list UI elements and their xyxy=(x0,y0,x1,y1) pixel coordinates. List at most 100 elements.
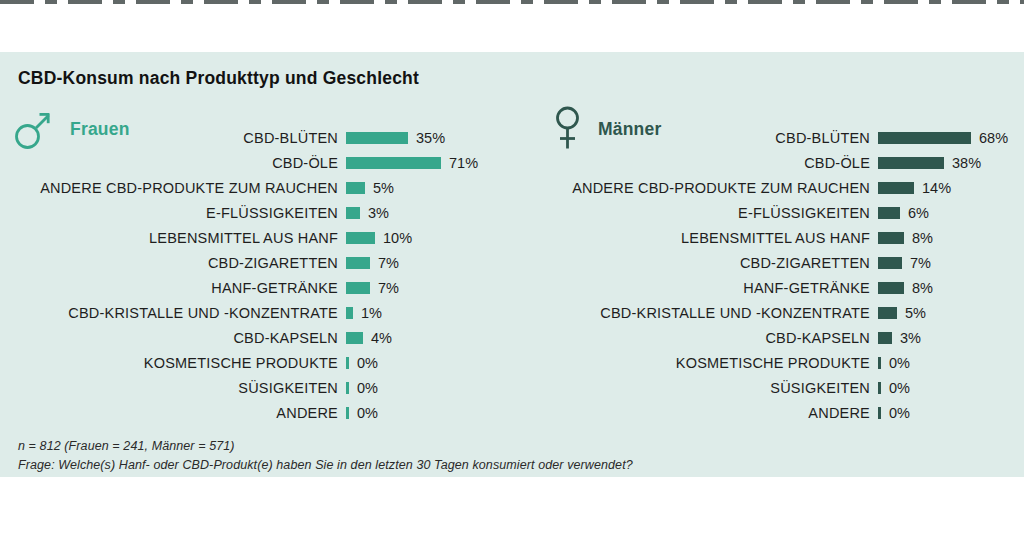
category-label: ANDERE CBD-PRODUKTE ZUM RAUCHEN xyxy=(8,180,338,196)
bar-area: 14% xyxy=(878,180,951,196)
category-label: KOSMETISCHE PRODUKTE xyxy=(8,355,338,371)
chart-row: LEBENSMITTEL AUS HANF 8% xyxy=(540,225,1024,250)
category-label: CBD-ÖLE xyxy=(540,155,870,171)
chart-row: CBD-ÖLE 38% xyxy=(540,150,1024,175)
category-label: KOSMETISCHE PRODUKTE xyxy=(540,355,870,371)
chart-row: CBD-ZIGARETTEN 7% xyxy=(540,250,1024,275)
category-label: SÜSIGKEITEN xyxy=(540,380,870,396)
bar xyxy=(878,157,944,169)
category-label: CBD-KAPSELN xyxy=(540,330,870,346)
value-label: 0% xyxy=(357,380,378,396)
value-label: 4% xyxy=(371,330,392,346)
bar xyxy=(346,307,353,319)
bar-area: 5% xyxy=(878,305,926,321)
category-label: HANF-GETRÄNKE xyxy=(540,280,870,296)
value-label: 38% xyxy=(952,155,981,171)
bar xyxy=(878,207,900,219)
category-label: E-FLÜSSIGKEITEN xyxy=(8,205,338,221)
bar-area: 0% xyxy=(878,405,910,421)
bar-area: 10% xyxy=(346,230,412,246)
bar xyxy=(878,307,897,319)
bar xyxy=(878,407,881,419)
bar xyxy=(346,332,363,344)
bar-area: 35% xyxy=(346,130,445,146)
bar-area: 4% xyxy=(346,330,392,346)
bar xyxy=(346,257,370,269)
chart-row: ANDERE 0% xyxy=(540,400,1024,425)
bar-area: 6% xyxy=(878,205,929,221)
chart-row: E-FLÜSSIGKEITEN 6% xyxy=(540,200,1024,225)
bar-area: 3% xyxy=(878,330,921,346)
value-label: 5% xyxy=(373,180,394,196)
infographic-canvas: CBD-Konsum nach Produkttyp und Geschlech… xyxy=(0,52,1024,477)
chart-row: LEBENSMITTEL AUS HANF 10% xyxy=(8,225,508,250)
value-label: 0% xyxy=(889,405,910,421)
chart-row: CBD-BLÜTEN 35% xyxy=(8,125,508,150)
cutoff-text-strip xyxy=(0,0,1024,4)
bar xyxy=(346,232,375,244)
value-label: 3% xyxy=(900,330,921,346)
bar-area: 8% xyxy=(878,280,933,296)
category-label: CBD-KAPSELN xyxy=(8,330,338,346)
value-label: 10% xyxy=(383,230,412,246)
chart-row: CBD-ZIGARETTEN 7% xyxy=(8,250,508,275)
category-label: LEBENSMITTEL AUS HANF xyxy=(540,230,870,246)
value-label: 5% xyxy=(905,305,926,321)
bar xyxy=(346,207,360,219)
bar xyxy=(346,132,408,144)
chart-row: HANF-GETRÄNKE7% xyxy=(8,275,508,300)
category-label: LEBENSMITTEL AUS HANF xyxy=(8,230,338,246)
chart-row: KOSMETISCHE PRODUKTE 0% xyxy=(8,350,508,375)
category-label: ANDERE xyxy=(540,405,870,421)
bar xyxy=(346,407,349,419)
value-label: 3% xyxy=(368,205,389,221)
chart-row: SÜSIGKEITEN 0% xyxy=(8,375,508,400)
bar xyxy=(878,232,904,244)
bar xyxy=(346,282,370,294)
chart-row: KOSMETISCHE PRODUKTE 0% xyxy=(540,350,1024,375)
chart-row: CBD-KRISTALLE UND -KONZENTRATE5% xyxy=(540,300,1024,325)
bar xyxy=(878,332,892,344)
bar xyxy=(878,382,881,394)
bar-area: 3% xyxy=(346,205,389,221)
chart-row: CBD-ÖLE71% xyxy=(8,150,508,175)
chart-row: E-FLÜSSIGKEITEN 3% xyxy=(8,200,508,225)
maenner-bar-chart: CBD-BLÜTEN 68% CBD-ÖLE 38% ANDERE CBD-PRODUK… xyxy=(540,125,1024,425)
bar-area: 7% xyxy=(346,255,399,271)
category-label: CBD-ZIGARETTEN xyxy=(8,255,338,271)
category-label: E-FLÜSSIGKEITEN xyxy=(540,205,870,221)
value-label: 0% xyxy=(357,355,378,371)
bar xyxy=(878,357,881,369)
chart-row: HANF-GETRÄNKE 8% xyxy=(540,275,1024,300)
chart-row: CBD-KAPSELN 3% xyxy=(540,325,1024,350)
value-label: 71% xyxy=(449,155,478,171)
bar-area: 0% xyxy=(346,380,378,396)
bar-area: 0% xyxy=(878,355,910,371)
value-label: 7% xyxy=(910,255,931,271)
bar-area: 0% xyxy=(878,380,910,396)
chart-row: SÜSIGKEITEN 0% xyxy=(540,375,1024,400)
category-label: SÜSIGKEITEN xyxy=(8,380,338,396)
category-label: CBD-BLÜTEN xyxy=(8,130,338,146)
value-label: 7% xyxy=(378,255,399,271)
value-label: 1% xyxy=(361,305,382,321)
value-label: 68% xyxy=(979,130,1008,146)
bar xyxy=(878,282,904,294)
sample-size-note: n = 812 (Frauen = 241, Männer = 571) xyxy=(18,439,235,453)
value-label: 14% xyxy=(922,180,951,196)
chart-row: CBD-KRISTALLE UND -KONZENTRATE1% xyxy=(8,300,508,325)
value-label: 8% xyxy=(912,280,933,296)
chart-row: ANDERE CBD-PRODUKTE ZUM RAUCHEN 14% xyxy=(540,175,1024,200)
frauen-bar-chart: CBD-BLÜTEN 35% CBD-ÖLE71% ANDERE CBD-PRODUK… xyxy=(8,125,508,425)
bar xyxy=(878,182,914,194)
category-label: HANF-GETRÄNKE xyxy=(8,280,338,296)
category-label: CBD-ZIGARETTEN xyxy=(540,255,870,271)
bar xyxy=(878,132,971,144)
bar-area: 0% xyxy=(346,405,378,421)
category-label: ANDERE CBD-PRODUKTE ZUM RAUCHEN xyxy=(540,180,870,196)
value-label: 0% xyxy=(889,355,910,371)
bar xyxy=(346,357,349,369)
bar-area: 71% xyxy=(346,155,478,171)
category-label: CBD-BLÜTEN xyxy=(540,130,870,146)
bar-area: 8% xyxy=(878,230,933,246)
